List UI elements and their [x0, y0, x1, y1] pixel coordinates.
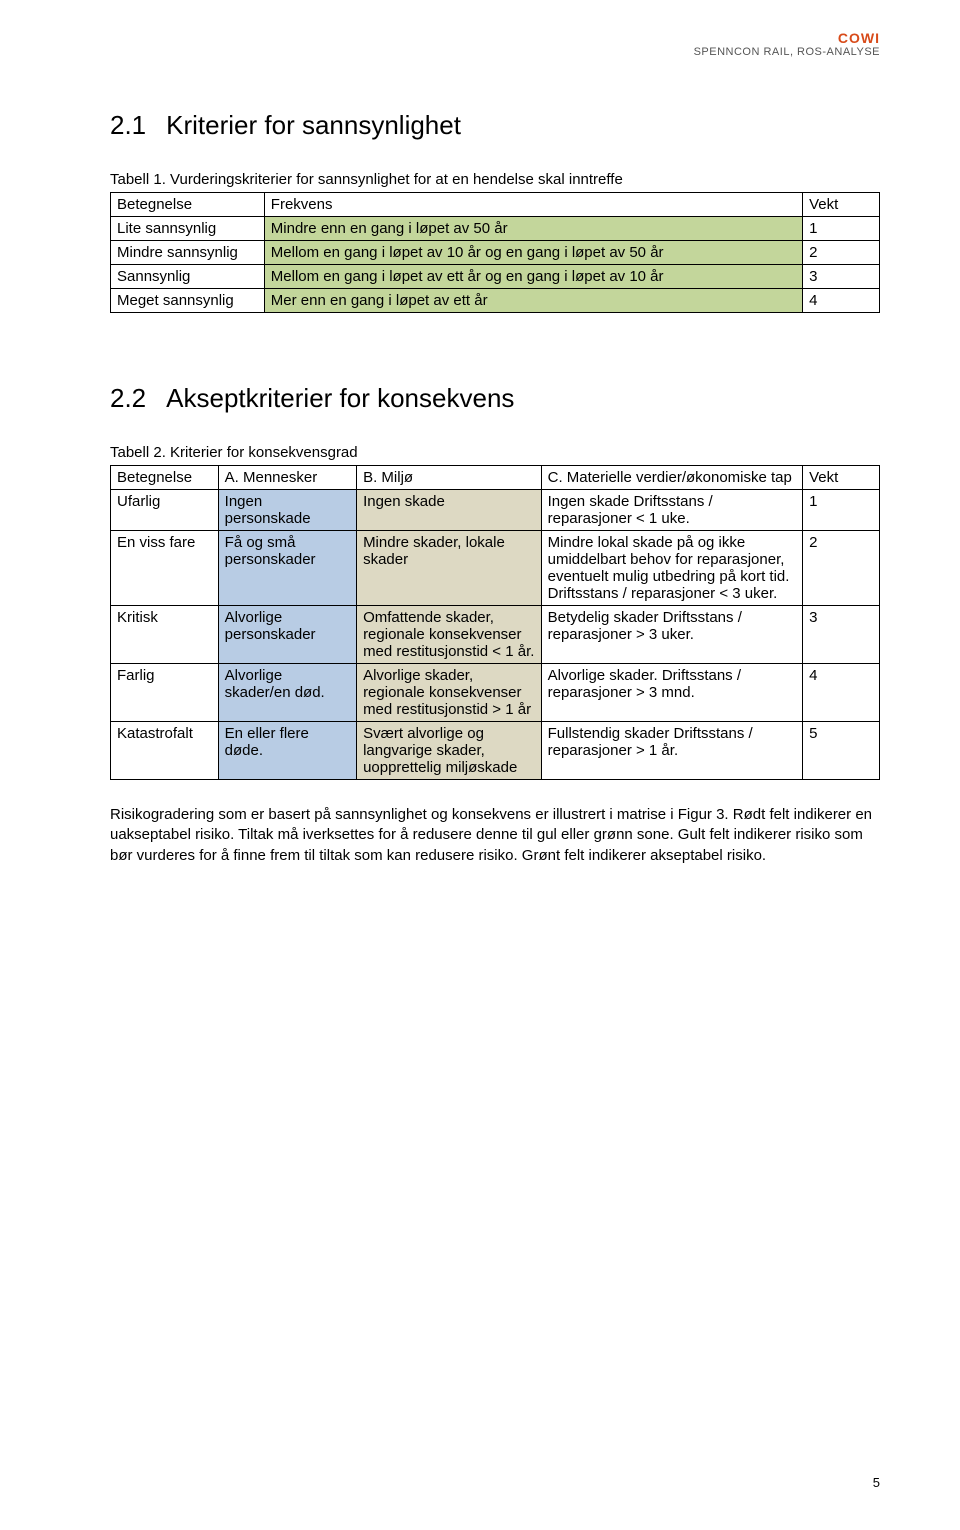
- cell-vekt: 2: [803, 241, 880, 265]
- cell-betegnelse: Lite sannsynlig: [111, 217, 265, 241]
- cell-miljo: Alvorlige skader, regionale konsekvenser…: [357, 664, 542, 722]
- cell-vekt: 4: [803, 664, 880, 722]
- col-betegnelse: Betegnelse: [111, 466, 219, 490]
- table1-caption: Tabell 1. Vurderingskriterier for sannsy…: [110, 171, 880, 188]
- page-header: COWI SPENNCON RAIL, ROS-ANALYSE: [694, 30, 880, 58]
- col-mennesker: A. Mennesker: [218, 466, 356, 490]
- col-vekt: Vekt: [803, 193, 880, 217]
- cell-vekt: 4: [803, 289, 880, 313]
- cell-betegnelse: Ufarlig: [111, 490, 219, 531]
- cell-mennesker: Alvorlige personskader: [218, 606, 356, 664]
- table-row: Kritisk Alvorlige personskader Omfattend…: [111, 606, 880, 664]
- doc-title: SPENNCON RAIL, ROS-ANALYSE: [694, 46, 880, 58]
- section-title: Akseptkriterier for konsekvens: [166, 383, 514, 413]
- table-row: Sannsynlig Mellom en gang i løpet av ett…: [111, 265, 880, 289]
- table-row: Lite sannsynlig Mindre enn en gang i løp…: [111, 217, 880, 241]
- section-probability: 2.1 Kriterier for sannsynlighet Tabell 1.…: [110, 110, 880, 313]
- cell-miljo: Omfattende skader, regionale konsekvense…: [357, 606, 542, 664]
- col-materielle: C. Materielle verdier/økonomiske tap: [541, 466, 802, 490]
- table-header-row: Betegnelse A. Mennesker B. Miljø C. Mate…: [111, 466, 880, 490]
- cell-betegnelse: Farlig: [111, 664, 219, 722]
- cell-mennesker: Alvorlige skader/en død.: [218, 664, 356, 722]
- cell-frekvens: Mellom en gang i løpet av 10 år og en ga…: [264, 241, 802, 265]
- table-row: Mindre sannsynlig Mellom en gang i løpet…: [111, 241, 880, 265]
- cell-frekvens: Mer enn en gang i løpet av ett år: [264, 289, 802, 313]
- cell-vekt: 3: [803, 606, 880, 664]
- cell-vekt: 3: [803, 265, 880, 289]
- cowi-logo: COWI: [838, 30, 880, 46]
- col-vekt: Vekt: [803, 466, 880, 490]
- cell-materielle: Alvorlige skader. Driftsstans / reparasj…: [541, 664, 802, 722]
- cell-vekt: 5: [803, 722, 880, 780]
- cell-betegnelse: Sannsynlig: [111, 265, 265, 289]
- col-betegnelse: Betegnelse: [111, 193, 265, 217]
- cell-miljo: Svært alvorlige og langvarige skader, uo…: [357, 722, 542, 780]
- table-row: Katastrofalt En eller flere døde. Svært …: [111, 722, 880, 780]
- cell-betegnelse: Katastrofalt: [111, 722, 219, 780]
- cell-materielle: Fullstendig skader Driftsstans / reparas…: [541, 722, 802, 780]
- cell-betegnelse: Meget sannsynlig: [111, 289, 265, 313]
- cell-vekt: 2: [803, 531, 880, 606]
- cell-betegnelse: Mindre sannsynlig: [111, 241, 265, 265]
- table-row: Ufarlig Ingen personskade Ingen skade In…: [111, 490, 880, 531]
- section-consequence: 2.2 Akseptkriterier for konsekvens Tabell…: [110, 383, 880, 866]
- cell-mennesker: Ingen personskade: [218, 490, 356, 531]
- cell-vekt: 1: [803, 490, 880, 531]
- col-frekvens: Frekvens: [264, 193, 802, 217]
- cell-vekt: 1: [803, 217, 880, 241]
- cell-materielle: Ingen skade Driftsstans / reparasjoner <…: [541, 490, 802, 531]
- section-heading-2-2: 2.2 Akseptkriterier for konsekvens: [110, 383, 880, 414]
- cell-frekvens: Mindre enn en gang i løpet av 50 år: [264, 217, 802, 241]
- cell-materielle: Mindre lokal skade på og ikke umiddelbar…: [541, 531, 802, 606]
- cell-materielle: Betydelig skader Driftsstans / reparasjo…: [541, 606, 802, 664]
- table2-caption: Tabell 2. Kriterier for konsekvensgrad: [110, 444, 880, 461]
- table-consequence: Betegnelse A. Mennesker B. Miljø C. Mate…: [110, 465, 880, 780]
- cell-miljo: Mindre skader, lokale skader: [357, 531, 542, 606]
- cell-betegnelse: Kritisk: [111, 606, 219, 664]
- cell-frekvens: Mellom en gang i løpet av ett år og en g…: [264, 265, 802, 289]
- table-probability: Betegnelse Frekvens Vekt Lite sannsynlig…: [110, 192, 880, 313]
- cell-mennesker: En eller flere døde.: [218, 722, 356, 780]
- risk-paragraph: Risikogradering som er basert på sannsyn…: [110, 805, 880, 866]
- section-title: Kriterier for sannsynlighet: [166, 110, 461, 140]
- col-miljo: B. Miljø: [357, 466, 542, 490]
- section-number: 2.1: [110, 110, 146, 140]
- table-row: En viss fare Få og små personskader Mind…: [111, 531, 880, 606]
- cell-mennesker: Få og små personskader: [218, 531, 356, 606]
- section-number: 2.2: [110, 383, 146, 413]
- cell-miljo: Ingen skade: [357, 490, 542, 531]
- table-header-row: Betegnelse Frekvens Vekt: [111, 193, 880, 217]
- table-row: Meget sannsynlig Mer enn en gang i løpet…: [111, 289, 880, 313]
- table-row: Farlig Alvorlige skader/en død. Alvorlig…: [111, 664, 880, 722]
- page-number: 5: [873, 1475, 880, 1490]
- section-heading-2-1: 2.1 Kriterier for sannsynlighet: [110, 110, 880, 141]
- cell-betegnelse: En viss fare: [111, 531, 219, 606]
